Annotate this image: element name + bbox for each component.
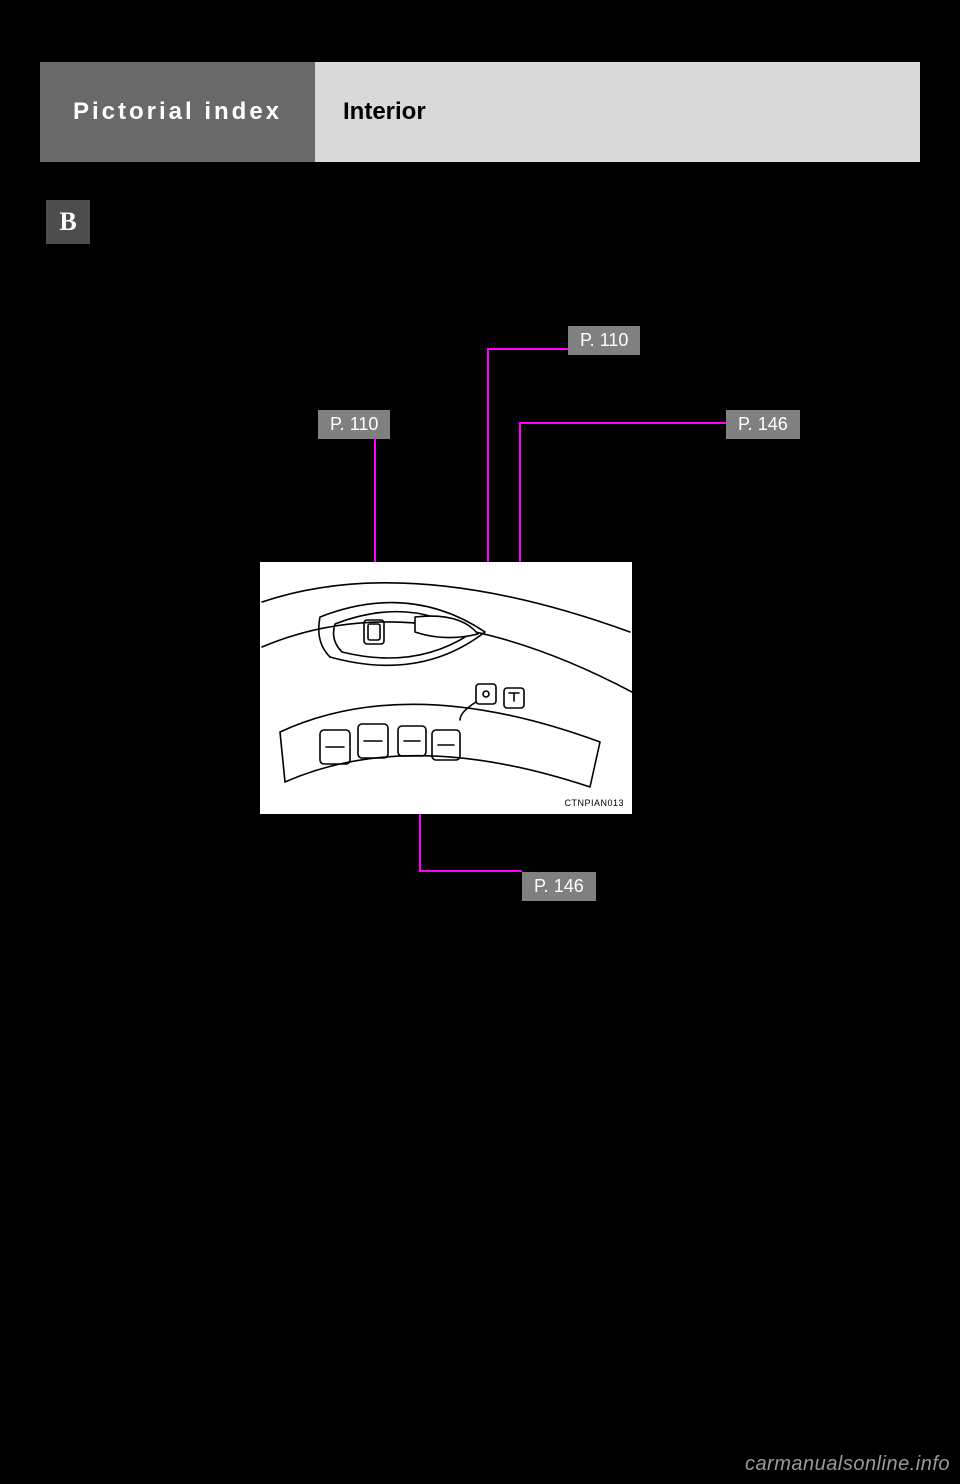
page-header: Pictorial index Interior [40, 62, 920, 162]
page-ref-top-right: P. 110 [568, 326, 640, 355]
leader-line [519, 422, 726, 424]
header-left-title: Pictorial index [73, 98, 282, 126]
page-ref-mid-right: P. 146 [726, 410, 800, 439]
section-badge: B [46, 200, 90, 244]
diagram-code: CTNPIAN013 [564, 798, 624, 808]
leader-line [487, 348, 568, 350]
header-left-panel: Pictorial index [40, 62, 315, 162]
leader-line [419, 870, 522, 872]
section-badge-letter: B [59, 207, 76, 237]
page-ref-mid-left: P. 110 [318, 410, 390, 439]
door-panel-illustration [260, 562, 632, 814]
watermark-text: carmanualsonline.info [745, 1453, 950, 1476]
door-panel-diagram: CTNPIAN013 [260, 562, 632, 814]
page-ref-bottom: P. 146 [522, 872, 596, 901]
header-right-title: Interior [343, 98, 426, 126]
header-right-panel: Interior [315, 62, 920, 162]
